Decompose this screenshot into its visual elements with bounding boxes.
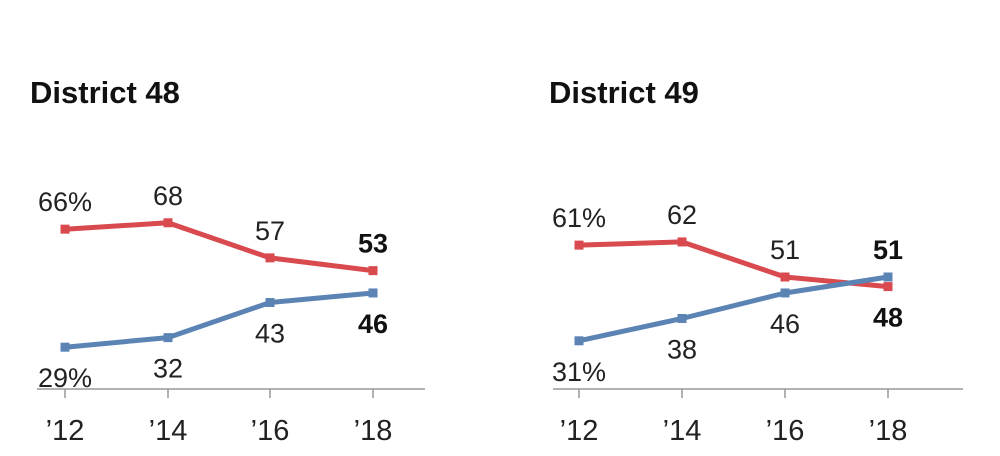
data-label-blue: 31% (552, 357, 606, 387)
data-point-blue (60, 342, 70, 352)
data-label-red: 62 (667, 200, 697, 230)
data-label-blue: 51 (873, 235, 903, 265)
data-label-blue: 46 (770, 309, 800, 339)
data-point-blue (368, 288, 378, 298)
data-label-red: 66% (38, 187, 92, 217)
data-point-red (163, 218, 173, 228)
x-tick-label: ’16 (766, 415, 805, 447)
data-label-red: 68 (153, 181, 183, 211)
data-point-blue (883, 272, 893, 282)
data-label-red: 61% (552, 203, 606, 233)
x-tick-label: ’14 (663, 415, 702, 447)
data-point-red (677, 237, 687, 247)
data-label-red: 57 (255, 216, 285, 246)
data-point-red (574, 240, 584, 250)
data-label-blue: 32 (153, 354, 183, 384)
data-point-red (265, 253, 275, 263)
data-point-red (368, 266, 378, 276)
data-label-red: 51 (770, 235, 800, 265)
chart-panel-district-48: District 48 ’12 ’14 ’16 ’18 66% 29% 68 32 57 43 53 4… (30, 75, 425, 447)
data-point-blue (163, 333, 173, 343)
x-tick-label: ’12 (46, 415, 85, 447)
x-tick-label: ’18 (354, 415, 393, 447)
x-tick-label: ’14 (149, 415, 188, 447)
data-label-red: 53 (358, 229, 388, 259)
data-label-red: 48 (873, 303, 903, 333)
series-line-red (64, 220, 374, 274)
chart-panel-district-49: District 49 ’12 ’14 ’16 ’18 61% 31% 62 38 51 46 48 5… (549, 75, 963, 447)
data-label-blue: 29% (38, 363, 92, 393)
x-tick-label: ’18 (869, 415, 908, 447)
data-label-blue: 38 (667, 335, 697, 365)
series-line-blue (64, 290, 374, 350)
data-point-blue (780, 288, 790, 298)
data-point-red (780, 272, 790, 282)
data-label-blue: 46 (358, 309, 388, 339)
chart-title: District 48 (30, 75, 180, 110)
series-line-blue (578, 274, 889, 344)
data-point-blue (574, 336, 584, 346)
data-point-blue (677, 313, 687, 323)
x-tick-label: ’16 (251, 415, 290, 447)
chart-title: District 49 (549, 75, 699, 110)
series-line-red (578, 239, 889, 290)
x-tick-label: ’12 (560, 415, 599, 447)
data-point-blue (265, 298, 275, 308)
data-label-blue: 43 (255, 319, 285, 349)
data-point-red (60, 224, 70, 234)
data-point-red (883, 282, 893, 292)
